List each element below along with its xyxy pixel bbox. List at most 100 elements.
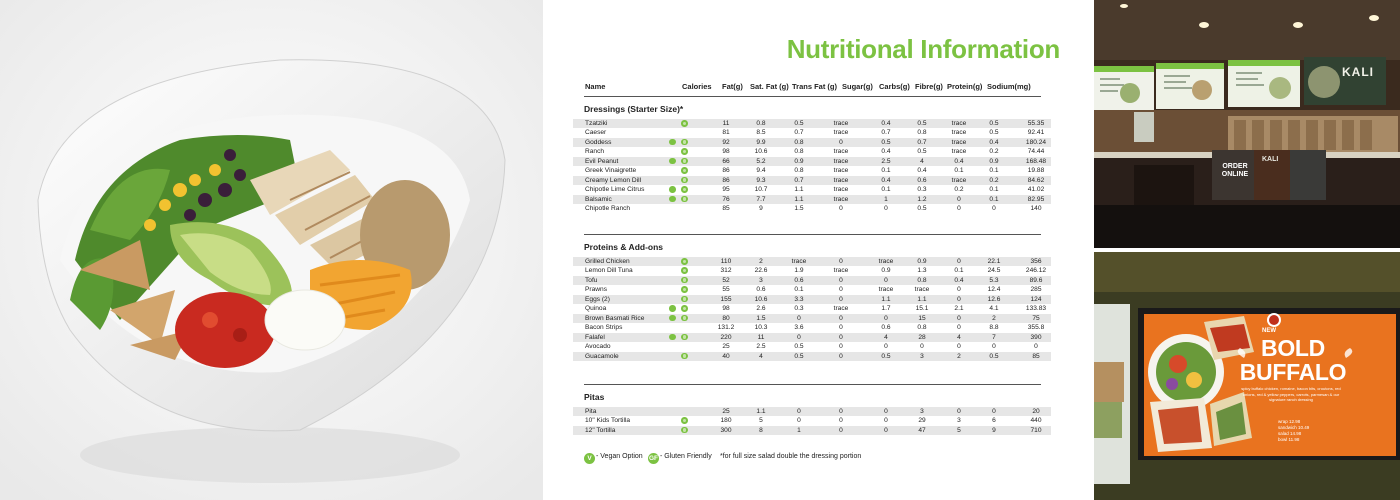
- item-name: Tzatziki: [585, 120, 608, 127]
- promo-description: spicy buffalo chicken, romaine, bacon bi…: [1241, 386, 1341, 402]
- cell-fib: 0: [957, 258, 961, 265]
- cell-fib: 0.2: [954, 186, 964, 194]
- col-sugar: Sugar(g): [842, 82, 873, 91]
- col-sodium: Sodium(mg): [987, 82, 1031, 91]
- cell-trans: 0: [839, 343, 843, 351]
- col-fat: Fat(g): [722, 82, 743, 91]
- cell-cal: 85: [722, 205, 730, 213]
- cell-trans: trace: [833, 186, 849, 194]
- cell-sat: 1.1: [794, 195, 804, 203]
- cell-sat: 0.9: [794, 157, 804, 165]
- gluten-friendly-icon: [681, 195, 688, 203]
- cell-fib: 0: [957, 314, 961, 322]
- table-header: Name Calories Fat(g) Sat. Fat (g) Trans …: [543, 82, 1094, 94]
- cell-trans: trace: [833, 157, 849, 165]
- cell-trans: 0: [839, 295, 843, 303]
- vegan-option-icon: [669, 305, 676, 312]
- cell-pro: 0.1: [989, 186, 999, 194]
- cell-fat: 9: [759, 205, 763, 213]
- cell-fib: trace: [951, 129, 967, 137]
- cell-trans: trace: [833, 148, 849, 156]
- cell-sugar: 0: [884, 426, 888, 434]
- cell-cal: 40: [722, 352, 730, 360]
- cell-carb: 1.1: [917, 295, 927, 303]
- cell-cal: 92: [722, 138, 730, 146]
- cell-fat: 7.7: [756, 195, 766, 203]
- cell-fib: 0: [957, 286, 961, 294]
- cell-sat: 0.1: [794, 286, 804, 294]
- section-title: Pitas: [584, 392, 605, 402]
- cell-sod: 75: [1032, 314, 1040, 322]
- cell-sod: 133.83: [1025, 305, 1047, 313]
- gluten-friendly-icon: [681, 167, 688, 174]
- item-name: Greek Vinaigrette: [585, 167, 637, 175]
- gluten-friendly-icon: [681, 295, 688, 303]
- cell-sugar: 0: [884, 343, 888, 351]
- table-row: Bacon Strips 131.2 10.3 3.6 0 0.6 0.8 0 8.8 355.8: [573, 323, 1051, 332]
- salad-bowl-photo: [0, 0, 543, 500]
- item-name: Quinoa: [585, 305, 607, 313]
- item-name: Chipotle Lime Citrus: [585, 186, 645, 194]
- item-name: Caeser: [585, 129, 607, 137]
- table-row: Prawns 55 0.6 0.1 0 trace trace 0 12.4 285: [573, 285, 1051, 294]
- gluten-friendly-icon: [681, 314, 688, 322]
- vegan-option-icon: [669, 314, 676, 322]
- cell-carb: 0.8: [917, 276, 927, 284]
- cell-carb: trace: [914, 286, 930, 294]
- section-title: Dressings (Starter Size)*: [584, 104, 684, 114]
- gluten-friendly-icon: [681, 305, 688, 312]
- item-name: Creamy Lemon Dill: [585, 176, 642, 184]
- promo-price-salad: salad 14.98: [1278, 431, 1302, 436]
- cell-sod: 82.95: [1027, 195, 1045, 203]
- cell-pro: 6: [992, 417, 996, 425]
- item-name: 10" Kids Tortilla: [585, 417, 631, 425]
- sheet-title: Nutritional Information: [786, 34, 1061, 64]
- item-name: Balsamic: [585, 195, 612, 203]
- cell-cal: 98: [722, 305, 730, 313]
- cell-fib: trace: [951, 120, 967, 127]
- item-name: Avocado: [585, 343, 611, 351]
- cell-carb: 15: [918, 314, 926, 322]
- cell-sat: trace: [791, 258, 807, 265]
- cell-sugar: trace: [878, 258, 894, 265]
- cell-pro: 0: [992, 205, 996, 213]
- cell-carb: 0.5: [917, 120, 927, 127]
- cell-carb: 0.5: [917, 205, 927, 213]
- gluten-friendly-icon: [681, 426, 688, 434]
- promo-title-line2: BUFFALO: [1239, 359, 1347, 385]
- cell-sugar: 0.4: [881, 148, 891, 156]
- cell-pro: 0: [992, 408, 996, 415]
- cell-carb: 0.3: [917, 186, 927, 194]
- cell-sod: 124: [1030, 295, 1042, 303]
- cell-sugar: 0.7: [881, 129, 891, 137]
- cell-pro: 0.2: [989, 148, 999, 156]
- cell-carb: 29: [918, 417, 926, 425]
- table-row: Chipotle Lime Citrus 95 10.7 1.1 trace 0.1 0.3…: [573, 185, 1051, 194]
- cell-pro: 0.5: [989, 352, 999, 360]
- cell-sat: 3.3: [794, 295, 804, 303]
- cell-sugar: 0.5: [881, 138, 891, 146]
- cell-fat: 10.6: [754, 295, 768, 303]
- vegan-option-icon: [669, 333, 676, 341]
- table-row: Lemon Dill Tuna 312 22.6 1.9 trace 0.9 1.3 0.1 2…: [573, 266, 1051, 275]
- cell-sugar: 4: [884, 333, 888, 341]
- order-online-bottom: ONLINE: [1221, 171, 1249, 178]
- item-name: Lemon Dill Tuna: [585, 267, 633, 275]
- cell-fib: 2: [957, 352, 961, 360]
- cell-trans: 0: [839, 314, 843, 322]
- col-sat-fat: Sat. Fat (g): [750, 82, 789, 91]
- cell-sugar: 0.1: [881, 186, 891, 194]
- cell-sugar: 2.5: [881, 157, 891, 165]
- cell-fat: 2.6: [756, 305, 766, 313]
- cell-trans: 0: [839, 352, 843, 360]
- cell-sat: 0: [797, 314, 801, 322]
- cell-carb: 0.9: [917, 258, 927, 265]
- cell-trans: 0: [839, 333, 843, 341]
- vegan-option-icon: [669, 157, 676, 165]
- order-online-sign: ORDER ONLINE: [1217, 163, 1253, 179]
- cell-cal: 98: [722, 148, 730, 156]
- table-row: Caeser 81 8.5 0.7 trace 0.7 0.8 trace 0.5 92.41: [573, 128, 1051, 137]
- cell-cal: 155: [720, 295, 732, 303]
- cell-fat: 3: [759, 276, 763, 284]
- col-name: Name: [585, 82, 606, 91]
